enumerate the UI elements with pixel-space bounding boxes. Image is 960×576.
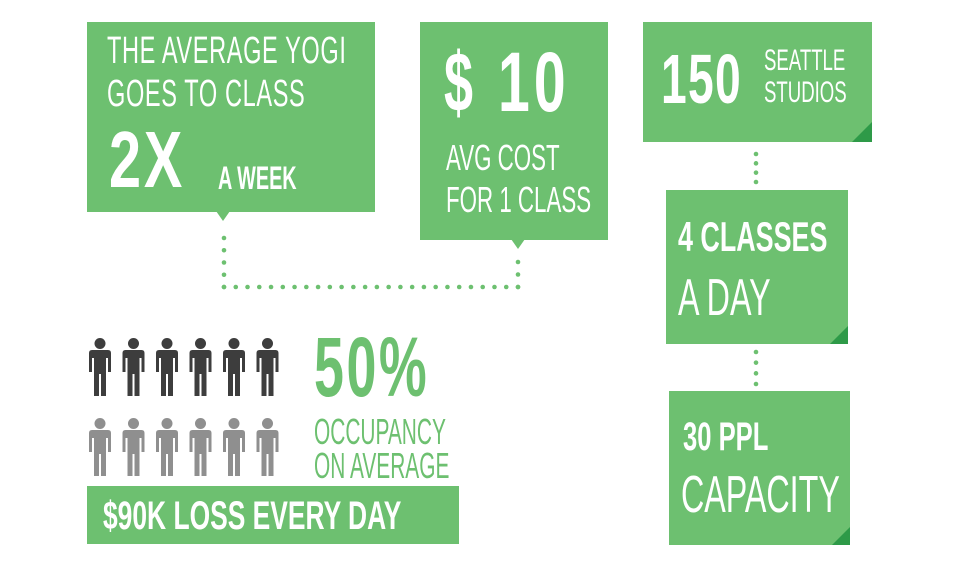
daily-loss-banner: $90K LOSS EVERY DAY [87, 486, 459, 544]
cost-callout-pointer [511, 239, 525, 249]
yogi-line-1: THE AVERAGE YOGI [107, 30, 347, 72]
connector-dot [456, 284, 462, 290]
connector-dot [221, 260, 227, 265]
connector-dot [268, 284, 274, 290]
person-icon [122, 418, 145, 476]
daily-loss-text: $90K LOSS EVERY DAY [103, 494, 402, 538]
cost-label-line-2: FOR 1 CLASS [446, 179, 592, 220]
connector-dot [515, 272, 521, 277]
yogi-line-2: GOES TO CLASS [107, 73, 306, 115]
capacity-callout: 30 PPL CAPACITY [669, 391, 850, 545]
connector-dot [292, 284, 297, 290]
occupancy-label-line-1: OCCUPANCY [314, 411, 446, 452]
classes-line-1: 4 CLASSES [678, 213, 828, 260]
cost-label-line-1: AVG COST [446, 137, 560, 178]
person-icon [156, 418, 178, 476]
connector-dot [421, 284, 427, 290]
person-icon [189, 418, 212, 476]
connector-dot [280, 284, 286, 290]
connector-cost-down [515, 259, 521, 290]
connector-dot [398, 284, 403, 290]
occupancy-label-line-2: ON AVERAGE [314, 445, 450, 486]
connector-studios-classes [753, 151, 759, 185]
connector-dot [753, 161, 759, 166]
connector-dot [753, 151, 759, 157]
yogi-frequency-value: 2X [109, 115, 186, 204]
connector-dot [480, 284, 486, 290]
connector-dot [515, 259, 521, 265]
person-icon [256, 338, 279, 396]
connector-dot [492, 284, 497, 290]
studios-count: 150 [661, 40, 743, 118]
person-icon [189, 338, 212, 396]
yogi-frequency-callout: THE AVERAGE YOGI GOES TO CLASS 2X A WEEK [87, 22, 375, 212]
studios-label-line-2: STUDIOS [764, 76, 847, 109]
connector-dot [753, 170, 759, 175]
connector-dot [753, 360, 759, 365]
connector-dot [256, 284, 262, 290]
person-icon [89, 338, 111, 396]
connector-dot [445, 284, 450, 290]
connector-dot [245, 284, 250, 290]
yogi-callout-pointer [216, 211, 230, 221]
connector-dot [386, 284, 391, 290]
capacity-line-1: 30 PPL [683, 415, 769, 459]
studios-callout: 150 SEATTLE STUDIOS [643, 22, 872, 142]
connector-dot [374, 284, 380, 290]
connector-dot [515, 284, 521, 290]
connector-dot [327, 284, 333, 290]
connector-dot [339, 284, 344, 290]
person-icon [122, 338, 145, 396]
connector-dot [221, 272, 227, 278]
classes-folded-corner [830, 326, 848, 344]
studios-label-line-1: SEATTLE [764, 44, 846, 77]
connector-dot [315, 284, 321, 290]
yogi-frequency-unit: A WEEK [218, 160, 297, 196]
connector-yogi-down [221, 235, 227, 290]
person-icon [256, 418, 279, 476]
person-icon [223, 338, 245, 396]
cost-currency: $ [444, 35, 473, 129]
person-icon [89, 418, 111, 476]
capacity-folded-corner [832, 527, 850, 545]
connector-dot [233, 284, 239, 290]
classes-line-2: A DAY [678, 269, 771, 327]
studios-folded-corner [852, 122, 872, 142]
connector-dot [753, 349, 759, 355]
connector-dot [221, 247, 227, 253]
connector-dot [433, 284, 438, 290]
person-icon [223, 418, 245, 476]
connector-dot [753, 371, 759, 376]
connector-dot [468, 284, 474, 290]
cost-amount: 10 [498, 35, 570, 129]
connector-dot [409, 284, 415, 290]
connector-dot [503, 284, 509, 290]
connector-classes-capacity [753, 349, 759, 387]
classes-per-day-callout: 4 CLASSES A DAY [666, 190, 848, 344]
capacity-line-2: CAPACITY [681, 466, 840, 524]
connector-dot [221, 235, 227, 241]
connector-dot [753, 381, 759, 387]
connector-dot [351, 284, 356, 290]
connector-dot [362, 284, 368, 290]
class-cost-callout: $ 10 AVG COST FOR 1 CLASS [420, 22, 608, 240]
person-icon [156, 338, 178, 396]
occupancy-percent: 50% [314, 320, 430, 414]
connector-dot [753, 179, 759, 185]
connector-dot [304, 284, 309, 290]
connector-dot [221, 284, 227, 290]
